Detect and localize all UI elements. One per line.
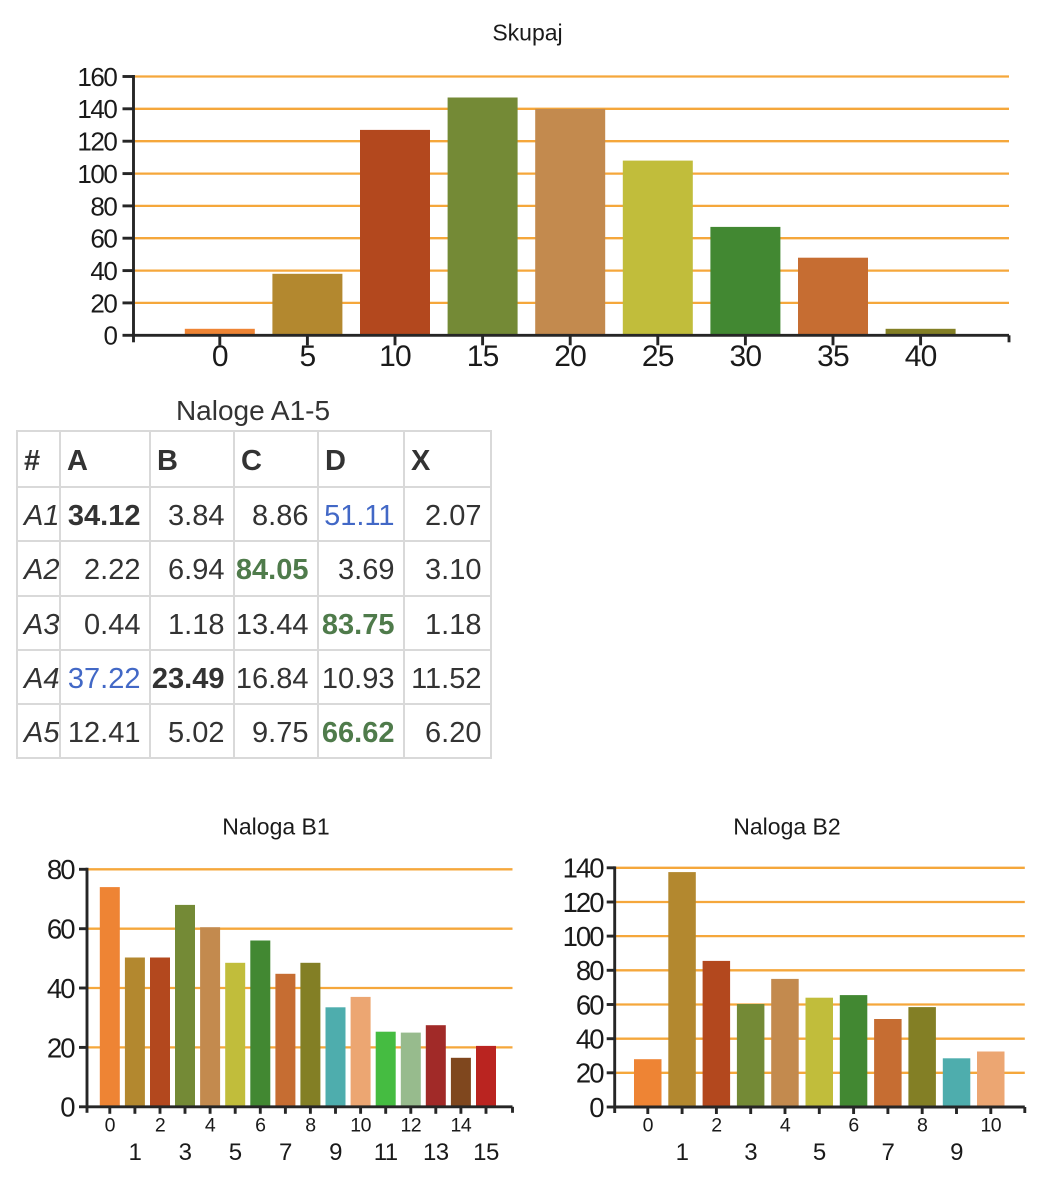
svg-text:20: 20 [90, 288, 117, 318]
svg-text:0: 0 [60, 1092, 75, 1123]
svg-text:3: 3 [744, 1139, 757, 1166]
svg-text:80: 80 [576, 955, 604, 986]
svg-text:35: 35 [817, 340, 849, 373]
svg-text:14: 14 [451, 1114, 472, 1136]
svg-text:60: 60 [576, 989, 604, 1020]
svg-text:7: 7 [279, 1139, 292, 1166]
svg-text:Naloga B2: Naloga B2 [733, 814, 840, 840]
svg-text:13: 13 [423, 1139, 449, 1166]
svg-text:10: 10 [350, 1114, 371, 1136]
svg-text:0: 0 [643, 1114, 654, 1136]
svg-text:1: 1 [128, 1139, 141, 1166]
svg-text:30: 30 [730, 340, 762, 373]
svg-text:100: 100 [77, 159, 117, 189]
svg-text:8: 8 [305, 1114, 315, 1136]
svg-text:1: 1 [676, 1139, 689, 1166]
svg-text:80: 80 [47, 854, 75, 885]
svg-text:5: 5 [229, 1139, 242, 1166]
svg-text:5: 5 [299, 340, 315, 373]
svg-text:2: 2 [155, 1114, 165, 1136]
svg-text:40: 40 [576, 1024, 604, 1055]
svg-text:120: 120 [77, 127, 117, 157]
svg-text:100: 100 [563, 921, 605, 952]
svg-text:Skupaj: Skupaj [492, 20, 562, 46]
svg-text:3: 3 [179, 1139, 192, 1166]
svg-text:80: 80 [90, 191, 117, 221]
svg-text:25: 25 [642, 340, 674, 373]
svg-text:11: 11 [374, 1139, 398, 1166]
svg-text:5: 5 [813, 1139, 826, 1166]
svg-text:40: 40 [47, 973, 75, 1004]
svg-text:140: 140 [563, 853, 605, 884]
svg-text:9: 9 [329, 1139, 342, 1166]
svg-text:2: 2 [711, 1114, 721, 1136]
svg-text:15: 15 [467, 340, 499, 373]
svg-text:10: 10 [379, 340, 411, 373]
svg-text:0: 0 [212, 340, 228, 373]
svg-text:60: 60 [47, 914, 75, 945]
svg-text:20: 20 [576, 1058, 604, 1089]
svg-text:10: 10 [980, 1114, 1001, 1136]
svg-text:6: 6 [848, 1114, 858, 1136]
svg-text:0: 0 [103, 321, 117, 351]
svg-text:160: 160 [77, 62, 117, 92]
svg-text:20: 20 [47, 1032, 75, 1063]
svg-text:15: 15 [473, 1139, 499, 1166]
svg-text:0: 0 [105, 1114, 116, 1136]
svg-text:12: 12 [400, 1114, 421, 1136]
svg-text:120: 120 [563, 887, 605, 918]
svg-text:0: 0 [589, 1092, 604, 1123]
svg-text:6: 6 [255, 1114, 265, 1136]
svg-text:40: 40 [90, 256, 117, 286]
svg-text:140: 140 [77, 94, 117, 124]
svg-text:Naloga B1: Naloga B1 [222, 814, 329, 840]
svg-text:9: 9 [950, 1139, 963, 1166]
svg-text:20: 20 [554, 340, 586, 373]
svg-text:4: 4 [205, 1114, 216, 1136]
svg-text:60: 60 [90, 224, 117, 254]
svg-text:40: 40 [905, 340, 937, 373]
svg-text:8: 8 [917, 1114, 927, 1136]
svg-text:4: 4 [780, 1114, 791, 1136]
svg-text:7: 7 [881, 1139, 894, 1166]
